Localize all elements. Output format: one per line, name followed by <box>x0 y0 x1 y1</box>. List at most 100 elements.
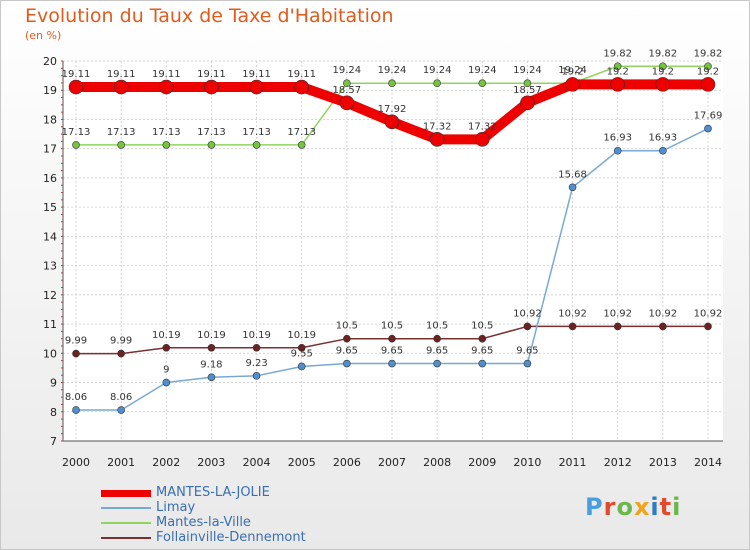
x-tick-label: 2007 <box>378 456 406 469</box>
data-point <box>343 79 351 88</box>
y-tick-label: 19 <box>43 84 57 97</box>
data-label: 9.18 <box>200 359 222 370</box>
data-point <box>297 141 306 149</box>
data-point <box>474 132 490 147</box>
data-label: 9.99 <box>110 336 132 347</box>
legend-item-limay[interactable]: Limay <box>101 500 361 516</box>
x-tick-label: 2010 <box>513 456 541 469</box>
data-point <box>294 79 310 95</box>
data-label: 10.92 <box>649 308 678 319</box>
data-point <box>523 79 532 88</box>
data-label: 17.13 <box>242 127 271 138</box>
legend-swatch <box>101 537 151 539</box>
data-point <box>249 79 264 95</box>
data-label: 19.11 <box>62 69 91 80</box>
data-label: 10.19 <box>197 330 226 341</box>
data-point <box>72 406 80 414</box>
data-label: 9.65 <box>516 346 538 357</box>
data-point <box>613 146 622 155</box>
logo-letter: P <box>585 493 604 521</box>
data-label: 19.24 <box>423 65 452 76</box>
data-label: 10.92 <box>603 308 632 319</box>
data-point <box>343 359 351 368</box>
data-point <box>433 334 441 343</box>
x-tick-label: 2008 <box>423 456 451 469</box>
data-point <box>158 79 174 95</box>
data-label: 17.92 <box>378 104 407 115</box>
data-label: 10.19 <box>287 330 316 341</box>
data-point <box>523 359 532 368</box>
data-point <box>659 146 667 155</box>
legend: MANTES-LA-JOLIE Limay Mantes-la-Ville Fo… <box>101 485 361 546</box>
data-point <box>478 359 487 368</box>
data-point <box>568 322 577 331</box>
data-label: 19.24 <box>468 65 497 76</box>
data-point <box>655 77 671 92</box>
data-label: 18.57 <box>333 85 362 96</box>
data-label: 9.65 <box>426 346 448 357</box>
y-tick-label: 11 <box>43 318 57 331</box>
x-tick-label: 2003 <box>197 456 225 469</box>
y-tick-label: 12 <box>43 289 57 302</box>
legend-item-follainville-dennemont[interactable]: Follainville-Dennemont <box>101 530 361 546</box>
data-label: 19.2 <box>561 66 583 77</box>
data-point <box>339 95 355 111</box>
data-label: 10.92 <box>694 308 723 319</box>
data-point <box>162 343 171 352</box>
data-point <box>297 343 306 352</box>
data-label: 17.13 <box>287 127 316 138</box>
data-point <box>117 141 125 149</box>
legend-label: Mantes-la-Ville <box>156 515 251 530</box>
data-label: 19.24 <box>333 65 362 76</box>
data-point <box>433 359 441 368</box>
y-tick-label: 9 <box>50 377 57 390</box>
data-point <box>613 62 622 71</box>
data-point <box>252 343 261 352</box>
data-point <box>388 79 396 88</box>
data-point <box>610 77 626 92</box>
chart-subtitle: (en %) <box>25 29 62 42</box>
data-label: 19.11 <box>197 69 226 80</box>
legend-swatch <box>101 490 151 497</box>
x-tick-label: 2001 <box>107 456 135 469</box>
data-label: 19.82 <box>649 48 678 59</box>
data-label: 10.5 <box>381 321 403 332</box>
y-tick-label: 13 <box>43 260 57 273</box>
x-tick-label: 2009 <box>468 456 496 469</box>
legend-label: Limay <box>156 500 196 515</box>
x-tick-label: 2014 <box>694 456 722 469</box>
legend-item-mantes-la-jolie[interactable]: MANTES-LA-JOLIE <box>101 485 361 501</box>
legend-item-mantes-la-ville[interactable]: Mantes-la-Ville <box>101 515 361 531</box>
data-label: 17.13 <box>197 127 226 138</box>
data-point <box>704 62 712 71</box>
data-label: 10.19 <box>242 330 271 341</box>
data-point <box>478 334 487 343</box>
y-tick-label: 14 <box>43 230 57 243</box>
data-label: 10.92 <box>558 308 587 319</box>
data-point <box>297 362 306 371</box>
data-point <box>68 79 84 95</box>
data-point <box>252 372 261 380</box>
data-label: 15.68 <box>558 169 587 180</box>
data-point <box>388 359 396 368</box>
data-point <box>162 378 171 387</box>
data-label: 10.92 <box>513 308 542 319</box>
y-tick-label: 20 <box>43 55 57 68</box>
data-label: 17.69 <box>694 111 723 122</box>
logo-letter: i <box>672 493 682 521</box>
data-label: 19.11 <box>242 69 271 80</box>
data-label: 10.5 <box>336 321 358 332</box>
x-tick-label: 2000 <box>62 456 90 469</box>
data-point <box>388 334 396 343</box>
y-tick-label: 7 <box>50 435 57 448</box>
logo-letter: i <box>650 493 660 521</box>
data-label: 17.13 <box>62 127 91 138</box>
data-label: 19.82 <box>694 48 723 59</box>
data-point <box>659 62 667 71</box>
data-point <box>207 343 216 352</box>
data-point <box>659 322 667 331</box>
data-label: 10.5 <box>471 321 493 332</box>
y-tick-label: 17 <box>43 143 57 156</box>
